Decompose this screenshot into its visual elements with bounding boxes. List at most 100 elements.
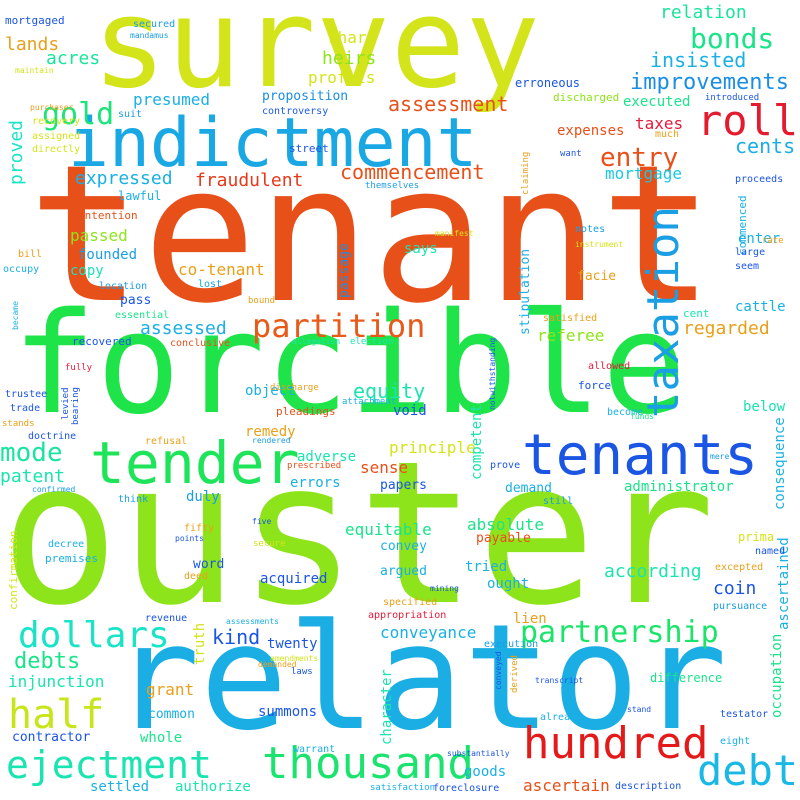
word-allowed: allowed bbox=[588, 361, 631, 372]
word-warrant: warrant bbox=[293, 744, 336, 755]
word-copy: copy bbox=[70, 263, 104, 279]
word-trade: trade bbox=[10, 403, 41, 414]
word-doctrine: doctrine bbox=[28, 431, 77, 442]
word-discharged: discharged bbox=[553, 91, 620, 104]
word-attachment: attachment bbox=[342, 397, 397, 407]
word-facie: facie bbox=[577, 269, 617, 284]
word-below: below bbox=[743, 399, 786, 415]
word-erroneous: erroneous bbox=[515, 76, 581, 90]
word-intention: intention bbox=[78, 209, 138, 222]
word-levied: levied bbox=[61, 387, 71, 420]
word-occupy: occupy bbox=[3, 264, 40, 275]
word-secured: secured bbox=[133, 19, 176, 30]
word-fully: fully bbox=[65, 363, 93, 373]
word-debt: debt bbox=[697, 746, 799, 795]
word-injunction: injunction bbox=[8, 672, 105, 691]
word-force: force bbox=[578, 379, 612, 392]
word-execution: execution bbox=[484, 639, 539, 650]
word-truth: truth bbox=[192, 622, 208, 665]
word-already: already bbox=[540, 712, 583, 723]
word-presumed: presumed bbox=[133, 90, 211, 109]
word-according: according bbox=[604, 561, 702, 582]
word-prima: prima bbox=[738, 530, 775, 544]
word-ought: ought bbox=[487, 576, 530, 592]
word-tenant: tenant bbox=[28, 124, 715, 345]
word-deed: deed bbox=[184, 571, 209, 582]
word-prescribed: prescribed bbox=[287, 461, 342, 471]
word-survey: survey bbox=[92, 0, 540, 116]
word-assessments: assessments bbox=[226, 617, 279, 626]
word-lawful: lawful bbox=[118, 189, 162, 203]
word-much: much bbox=[655, 129, 680, 140]
word-tenants: tenants bbox=[522, 423, 759, 488]
word-funds: funds bbox=[630, 412, 655, 421]
word-secure: secure bbox=[253, 539, 286, 549]
word-taxes: taxes bbox=[635, 114, 684, 133]
word-manifest: manifest bbox=[435, 229, 474, 238]
word-purchaser: purchaser bbox=[30, 103, 74, 112]
word-become: become bbox=[607, 407, 644, 418]
word-decree: decree bbox=[48, 539, 85, 550]
word-assigned: assigned bbox=[32, 131, 81, 142]
word-enter: enter bbox=[738, 231, 781, 247]
word-absolute: absolute bbox=[467, 515, 545, 534]
word-premises: premises bbox=[45, 552, 98, 565]
word-confirmed: confirmed bbox=[32, 485, 76, 494]
word-kind: kind bbox=[212, 625, 261, 649]
word-demanded: demanded bbox=[258, 660, 297, 669]
word-partnership: partnership bbox=[520, 615, 719, 650]
word-revenue: revenue bbox=[145, 613, 188, 624]
word-twenty: twenty bbox=[267, 636, 318, 652]
word-competent: competent bbox=[469, 404, 485, 480]
word-entry: entry bbox=[600, 143, 679, 173]
word-convey: convey bbox=[380, 539, 427, 554]
word-remedy: remedy bbox=[245, 424, 296, 440]
word-street: street bbox=[289, 142, 329, 155]
word-rate: rate bbox=[762, 236, 784, 246]
word-instrument: instrument bbox=[575, 240, 624, 249]
word-ascertain: ascertain bbox=[523, 776, 610, 795]
word-refusal: refusal bbox=[145, 436, 188, 447]
word-maintain: maintain bbox=[15, 66, 54, 75]
word-partition: partition bbox=[252, 307, 426, 345]
word-named: named bbox=[755, 546, 786, 557]
word-commencement: commencement bbox=[340, 160, 485, 184]
word-trustee: trustee bbox=[5, 389, 48, 400]
word-mortgage: mortgage bbox=[605, 164, 683, 183]
word-improvements: improvements bbox=[630, 70, 789, 95]
word-bearing: bearing bbox=[71, 387, 81, 425]
word-transcript: transcript bbox=[535, 676, 584, 685]
word-assessment: assessment bbox=[388, 92, 509, 116]
word-recovery: recovery bbox=[32, 116, 81, 127]
word-pursuance: pursuance bbox=[713, 601, 768, 612]
word-hundred: hundred bbox=[523, 718, 709, 769]
word-void: void bbox=[393, 403, 427, 419]
word-coin: coin bbox=[713, 578, 757, 599]
word-recovered: recovered bbox=[72, 335, 132, 348]
word-confirmation: confirmation bbox=[7, 530, 20, 610]
word-demand: demand bbox=[505, 481, 552, 496]
word-election: election bbox=[350, 337, 394, 347]
word-themselves: themselves bbox=[365, 181, 420, 191]
word-share: share bbox=[328, 28, 377, 47]
word-lost: lost bbox=[198, 279, 223, 290]
word-tender: tender bbox=[90, 429, 300, 497]
word-still: still bbox=[543, 496, 574, 507]
word-stand: stand bbox=[627, 705, 652, 714]
word-suit: suit bbox=[118, 109, 143, 120]
word-essential: essential bbox=[115, 310, 170, 321]
word-co-tenant: co-tenant bbox=[178, 260, 265, 279]
word-mandamus: mandamus bbox=[130, 31, 169, 40]
word-claiming: claiming bbox=[521, 151, 531, 195]
word-seem: seem bbox=[735, 261, 760, 272]
word-pleadings: pleadings bbox=[276, 405, 336, 418]
word-character: character bbox=[379, 669, 395, 745]
word-executed: executed bbox=[623, 94, 691, 110]
word-controversy: controversy bbox=[262, 106, 329, 117]
word-relation: relation bbox=[660, 2, 747, 23]
word-expressed: expressed bbox=[75, 168, 173, 189]
word-forcible: forcible bbox=[12, 283, 687, 446]
word-eight: eight bbox=[720, 736, 751, 747]
word-fifty: fifty bbox=[184, 523, 215, 534]
